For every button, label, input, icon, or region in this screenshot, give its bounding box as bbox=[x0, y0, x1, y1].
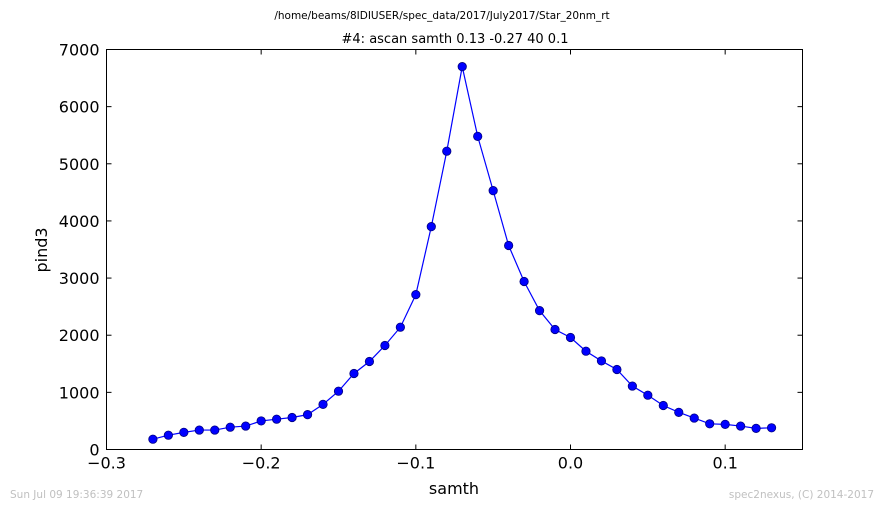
data-point bbox=[519, 276, 529, 287]
data-point bbox=[674, 407, 684, 417]
data-point bbox=[256, 416, 266, 426]
chart-title: #4: ascan samth 0.13 -0.27 40 0.1 bbox=[342, 32, 569, 47]
data-markers bbox=[148, 62, 777, 444]
data-point bbox=[163, 430, 173, 440]
y-tick-label: 1000 bbox=[59, 383, 100, 402]
data-point bbox=[426, 222, 436, 232]
data-point bbox=[287, 412, 297, 423]
y-tick-label: 6000 bbox=[59, 98, 100, 117]
data-point bbox=[627, 381, 637, 391]
data-point bbox=[504, 240, 514, 251]
x-tick-label: −0.2 bbox=[242, 454, 281, 473]
x-axis-label: samth bbox=[429, 479, 479, 498]
y-tick-label: 4000 bbox=[59, 212, 100, 231]
data-point bbox=[473, 131, 483, 141]
data-point bbox=[550, 324, 560, 335]
plot-area: −0.3 −0.2 −0.1 0.0 0.1 0 1000 2000 3000 4000 5000… bbox=[59, 41, 803, 473]
y-tick-label: 7000 bbox=[59, 41, 100, 60]
data-point bbox=[457, 62, 467, 72]
data-point bbox=[612, 364, 622, 375]
data-point bbox=[766, 423, 777, 433]
x-tick-label: 0.1 bbox=[712, 454, 737, 473]
footer-credit: spec2nexus, (C) 2014-2017 bbox=[729, 489, 874, 501]
series-line bbox=[152, 66, 772, 440]
data-point bbox=[179, 427, 189, 437]
data-point bbox=[318, 399, 328, 409]
x-tick-label: 0.0 bbox=[558, 454, 583, 473]
data-point bbox=[565, 332, 576, 343]
data-point bbox=[705, 419, 715, 429]
data-point bbox=[736, 421, 746, 431]
data-point bbox=[210, 425, 220, 435]
data-point bbox=[395, 322, 405, 332]
y-axis: 0 1000 2000 3000 4000 5000 6000 7000 bbox=[59, 41, 803, 460]
y-axis-label: pind3 bbox=[32, 227, 51, 272]
x-tick-label: −0.1 bbox=[396, 454, 435, 473]
footer-timestamp: Sun Jul 09 19:36:39 2017 bbox=[10, 489, 143, 501]
data-point bbox=[349, 368, 359, 379]
data-point bbox=[411, 290, 421, 300]
data-point bbox=[596, 356, 607, 366]
x-axis: −0.3 −0.2 −0.1 0.0 0.1 bbox=[87, 49, 738, 473]
x-tick-label: −0.3 bbox=[87, 454, 126, 473]
data-point bbox=[581, 346, 591, 356]
data-point bbox=[241, 421, 251, 431]
data-point bbox=[194, 425, 204, 435]
data-point bbox=[751, 423, 761, 433]
data-point bbox=[442, 146, 452, 156]
data-point bbox=[302, 410, 313, 420]
data-point bbox=[333, 386, 344, 396]
data-point bbox=[148, 434, 158, 444]
y-tick-label: 3000 bbox=[59, 269, 100, 288]
data-point bbox=[272, 414, 282, 424]
data-point bbox=[380, 340, 390, 351]
data-point bbox=[643, 390, 653, 400]
data-point bbox=[364, 356, 375, 367]
y-tick-label: 0 bbox=[89, 441, 99, 460]
plot-frame bbox=[106, 49, 803, 450]
data-point bbox=[225, 422, 235, 432]
data-point bbox=[658, 400, 668, 411]
data-point bbox=[488, 186, 498, 196]
y-tick-label: 2000 bbox=[59, 326, 100, 345]
chart-suptitle: /home/beams/8IDIUSER/spec_data/2017/July… bbox=[274, 10, 609, 22]
y-tick-label: 5000 bbox=[59, 155, 100, 174]
data-point bbox=[720, 419, 730, 429]
data-point bbox=[689, 413, 699, 423]
data-point bbox=[534, 306, 545, 316]
